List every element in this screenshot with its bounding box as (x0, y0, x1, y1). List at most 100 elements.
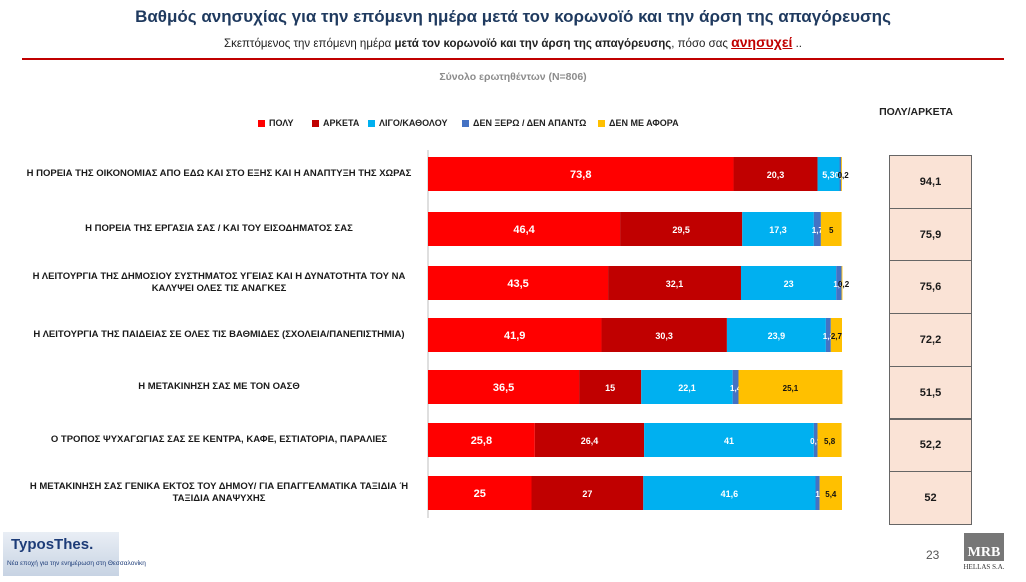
header-divider (22, 58, 1004, 60)
category-label: Η ΜΕΤΑΚΙΝΗΣΗ ΣΑΣ ΜΕ ΤΟΝ ΟΑΣΘ (138, 381, 300, 392)
bar-value-label: 73,8 (570, 169, 591, 181)
legend-label: ΠΟΛΥ (269, 118, 294, 128)
bar-segment (733, 157, 818, 191)
bar-segment (738, 370, 843, 404)
bar-value-label: 1,4 (730, 384, 742, 393)
bar-value-label: 5,4 (825, 490, 837, 499)
bar-segment (820, 212, 842, 246)
typosthes-logo-tagline: Νέα εποχή για την ενημέρωση στη Θεσσαλον… (7, 560, 146, 567)
chart-legend: ΠΟΛΥ ΑΡΚΕΤΑ ΛΙΓΟ/ΚΑΘΟΛΟΥ ΔΕΝ ΞΕΡΩ / ΔΕΝ ΑΠΑ… (0, 118, 1026, 132)
bar-value-label: 2,7 (831, 332, 843, 341)
bar-segment (620, 212, 743, 246)
mrb-logo-name: MRB (964, 533, 1004, 561)
legend-item-3: ΔΕΝ ΞΕΡΩ / ΔΕΝ ΑΠΑΝΤΩ (462, 118, 586, 128)
bar-segment (841, 266, 843, 300)
subtitle-bold: μετά τον κορωνοϊό και την άρση της απαγό… (394, 38, 672, 50)
bar-value-label: 41,9 (504, 330, 525, 342)
bar-segment (726, 318, 826, 352)
bar-segment (531, 476, 644, 510)
bar-value-label: 1,2 (823, 332, 835, 341)
bar-value-label: 25,8 (471, 435, 492, 447)
bar-segment (644, 423, 814, 457)
bar-segment (428, 476, 532, 510)
bar-segment (813, 423, 818, 457)
bar-value-label: 25 (474, 488, 486, 500)
bar-value-label: 23,9 (768, 331, 786, 341)
bar-value-label: 26,4 (581, 436, 599, 446)
bar-segment (641, 370, 733, 404)
bar-segment (740, 266, 837, 300)
bar-value-label: 32,1 (666, 279, 684, 289)
bar-segment (428, 157, 734, 191)
legend-swatch (312, 119, 319, 127)
bar-value-label: 22,1 (678, 383, 696, 393)
bar-value-label: 36,5 (493, 382, 514, 394)
bar-segment (839, 157, 842, 191)
bar-segment (428, 370, 580, 404)
stacked-bar-chart: 73,8 20,3 5,3 0,40,246,4 29,5 17,3 1,7 543,5 32,… (427, 150, 850, 518)
bar-value-label: 0,9 (810, 437, 822, 446)
subtitle-end: .. (792, 38, 802, 50)
subtitle-mid: , πόσο σας (671, 38, 732, 50)
bar-value-label: 1 (815, 490, 820, 499)
bar-value-label: 5,3 (822, 170, 835, 180)
base-label: Σύνολο ερωτηθέντων (N=806) (439, 71, 587, 83)
bar-value-label: 0,2 (838, 171, 850, 180)
legend-swatch (368, 119, 375, 127)
bar-segment (841, 157, 842, 191)
page-number: 23 (926, 548, 940, 562)
bar-segment (428, 212, 621, 246)
legend-label: ΛΙΓΟ/ΚΑΘΟΛΟΥ (379, 118, 448, 128)
legend-item-0: ΠΟΛΥ (258, 118, 293, 128)
bar-value-label: 5,8 (824, 437, 836, 446)
subtitle-emphasis: ανησυχεί (731, 34, 793, 50)
category-label: Η ΠΟΡΕΙΑ ΤΗΣ ΕΡΓΑΣΙΑ ΣΑΣ / ΚΑΙ ΤΟΥ ΕΙΣΟΔ… (85, 223, 353, 234)
category-label: Η ΛΕΙΤΟΥΡΓΙΑ ΤΗΣ ΔΗΜΟΣΙΟΥ ΣΥΣΤΗΜΑΤΟΣ ΥΓΕ… (32, 271, 406, 294)
bar-value-label: 30,3 (655, 331, 673, 341)
bar-segment (643, 476, 816, 510)
total-value-box: 72,2 (889, 313, 972, 367)
bar-value-label: 23 (784, 279, 794, 289)
bar-value-label: 5 (829, 226, 834, 235)
legend-item-4: ΔΕΝ ΜΕ ΑΦΟΡΑ (598, 118, 679, 128)
bar-segment (732, 370, 739, 404)
bar-value-label: 1,3 (833, 280, 845, 289)
bar-value-label: 1,7 (812, 226, 824, 235)
category-label: Η ΜΕΤΑΚΙΝΗΣΗ ΣΑΣ ΓΕΝΙΚΑ ΕΚΤΟΣ ΤΟΥ ΔΗΜΟΥ/… (29, 481, 409, 504)
typosthes-logo: TyposThes. Νέα εποχή για την ενημέρωση σ… (3, 532, 146, 576)
category-label: Η ΛΕΙΤΟΥΡΓΙΑ ΤΗΣ ΠΑΙΔΕΙΑΣ ΣΕ ΟΛΕΣ ΤΙΣ ΒΑ… (33, 329, 405, 340)
bar-value-label: 0,4 (835, 171, 847, 180)
bar-segment (428, 318, 602, 352)
bar-value-label: 0,2 (838, 280, 850, 289)
legend-swatch (258, 119, 265, 127)
bar-segment (817, 157, 840, 191)
bar-segment (742, 212, 814, 246)
total-value-box: 52,2 (889, 418, 972, 473)
bar-segment (813, 212, 821, 246)
bar-segment (534, 423, 645, 457)
bar-value-label: 25,1 (783, 384, 799, 393)
bar-segment (579, 370, 642, 404)
bar-value-label: 27 (582, 489, 592, 499)
bar-segment (819, 476, 842, 510)
category-label: Η ΠΟΡΕΙΑ ΤΗΣ ΟΙΚΟΝΟΜΙΑΣ ΑΠΟ ΕΔΩ ΚΑΙ ΣΤΟ … (26, 168, 412, 179)
bar-segment (608, 266, 741, 300)
bar-value-label: 29,5 (672, 225, 690, 235)
legend-label: ΔΕΝ ΞΕΡΩ / ΔΕΝ ΑΠΑΝΤΩ (473, 118, 587, 128)
category-label: Ο ΤΡΟΠΟΣ ΨΥΧΑΓΩΓΙΑΣ ΣΑΣ ΣΕ ΚΕΝΤΡΑ, ΚΑΦΕ,… (50, 434, 388, 445)
typosthes-logo-name: TyposThes. (11, 536, 94, 553)
total-value-box: 75,6 (889, 260, 972, 315)
total-value-box: 94,1 (889, 155, 972, 209)
bar-value-label: 46,4 (513, 224, 535, 236)
total-value-box: 51,5 (889, 365, 972, 420)
totals-header: ΠΟΛΥ/ΑΡΚΕΤΑ (879, 106, 953, 118)
bar-value-label: 20,3 (767, 170, 785, 180)
legend-label: ΑΡΚΕΤΑ (323, 118, 360, 128)
bar-segment (428, 266, 609, 300)
bar-value-label: 15 (605, 383, 615, 393)
mrb-logo: MRB HELLAS S.A. (960, 533, 1008, 575)
legend-swatch (598, 119, 605, 127)
total-value-box: 75,9 (889, 207, 972, 262)
legend-label: ΔΕΝ ΜΕ ΑΦΟΡΑ (609, 118, 679, 128)
bar-segment (601, 318, 727, 352)
